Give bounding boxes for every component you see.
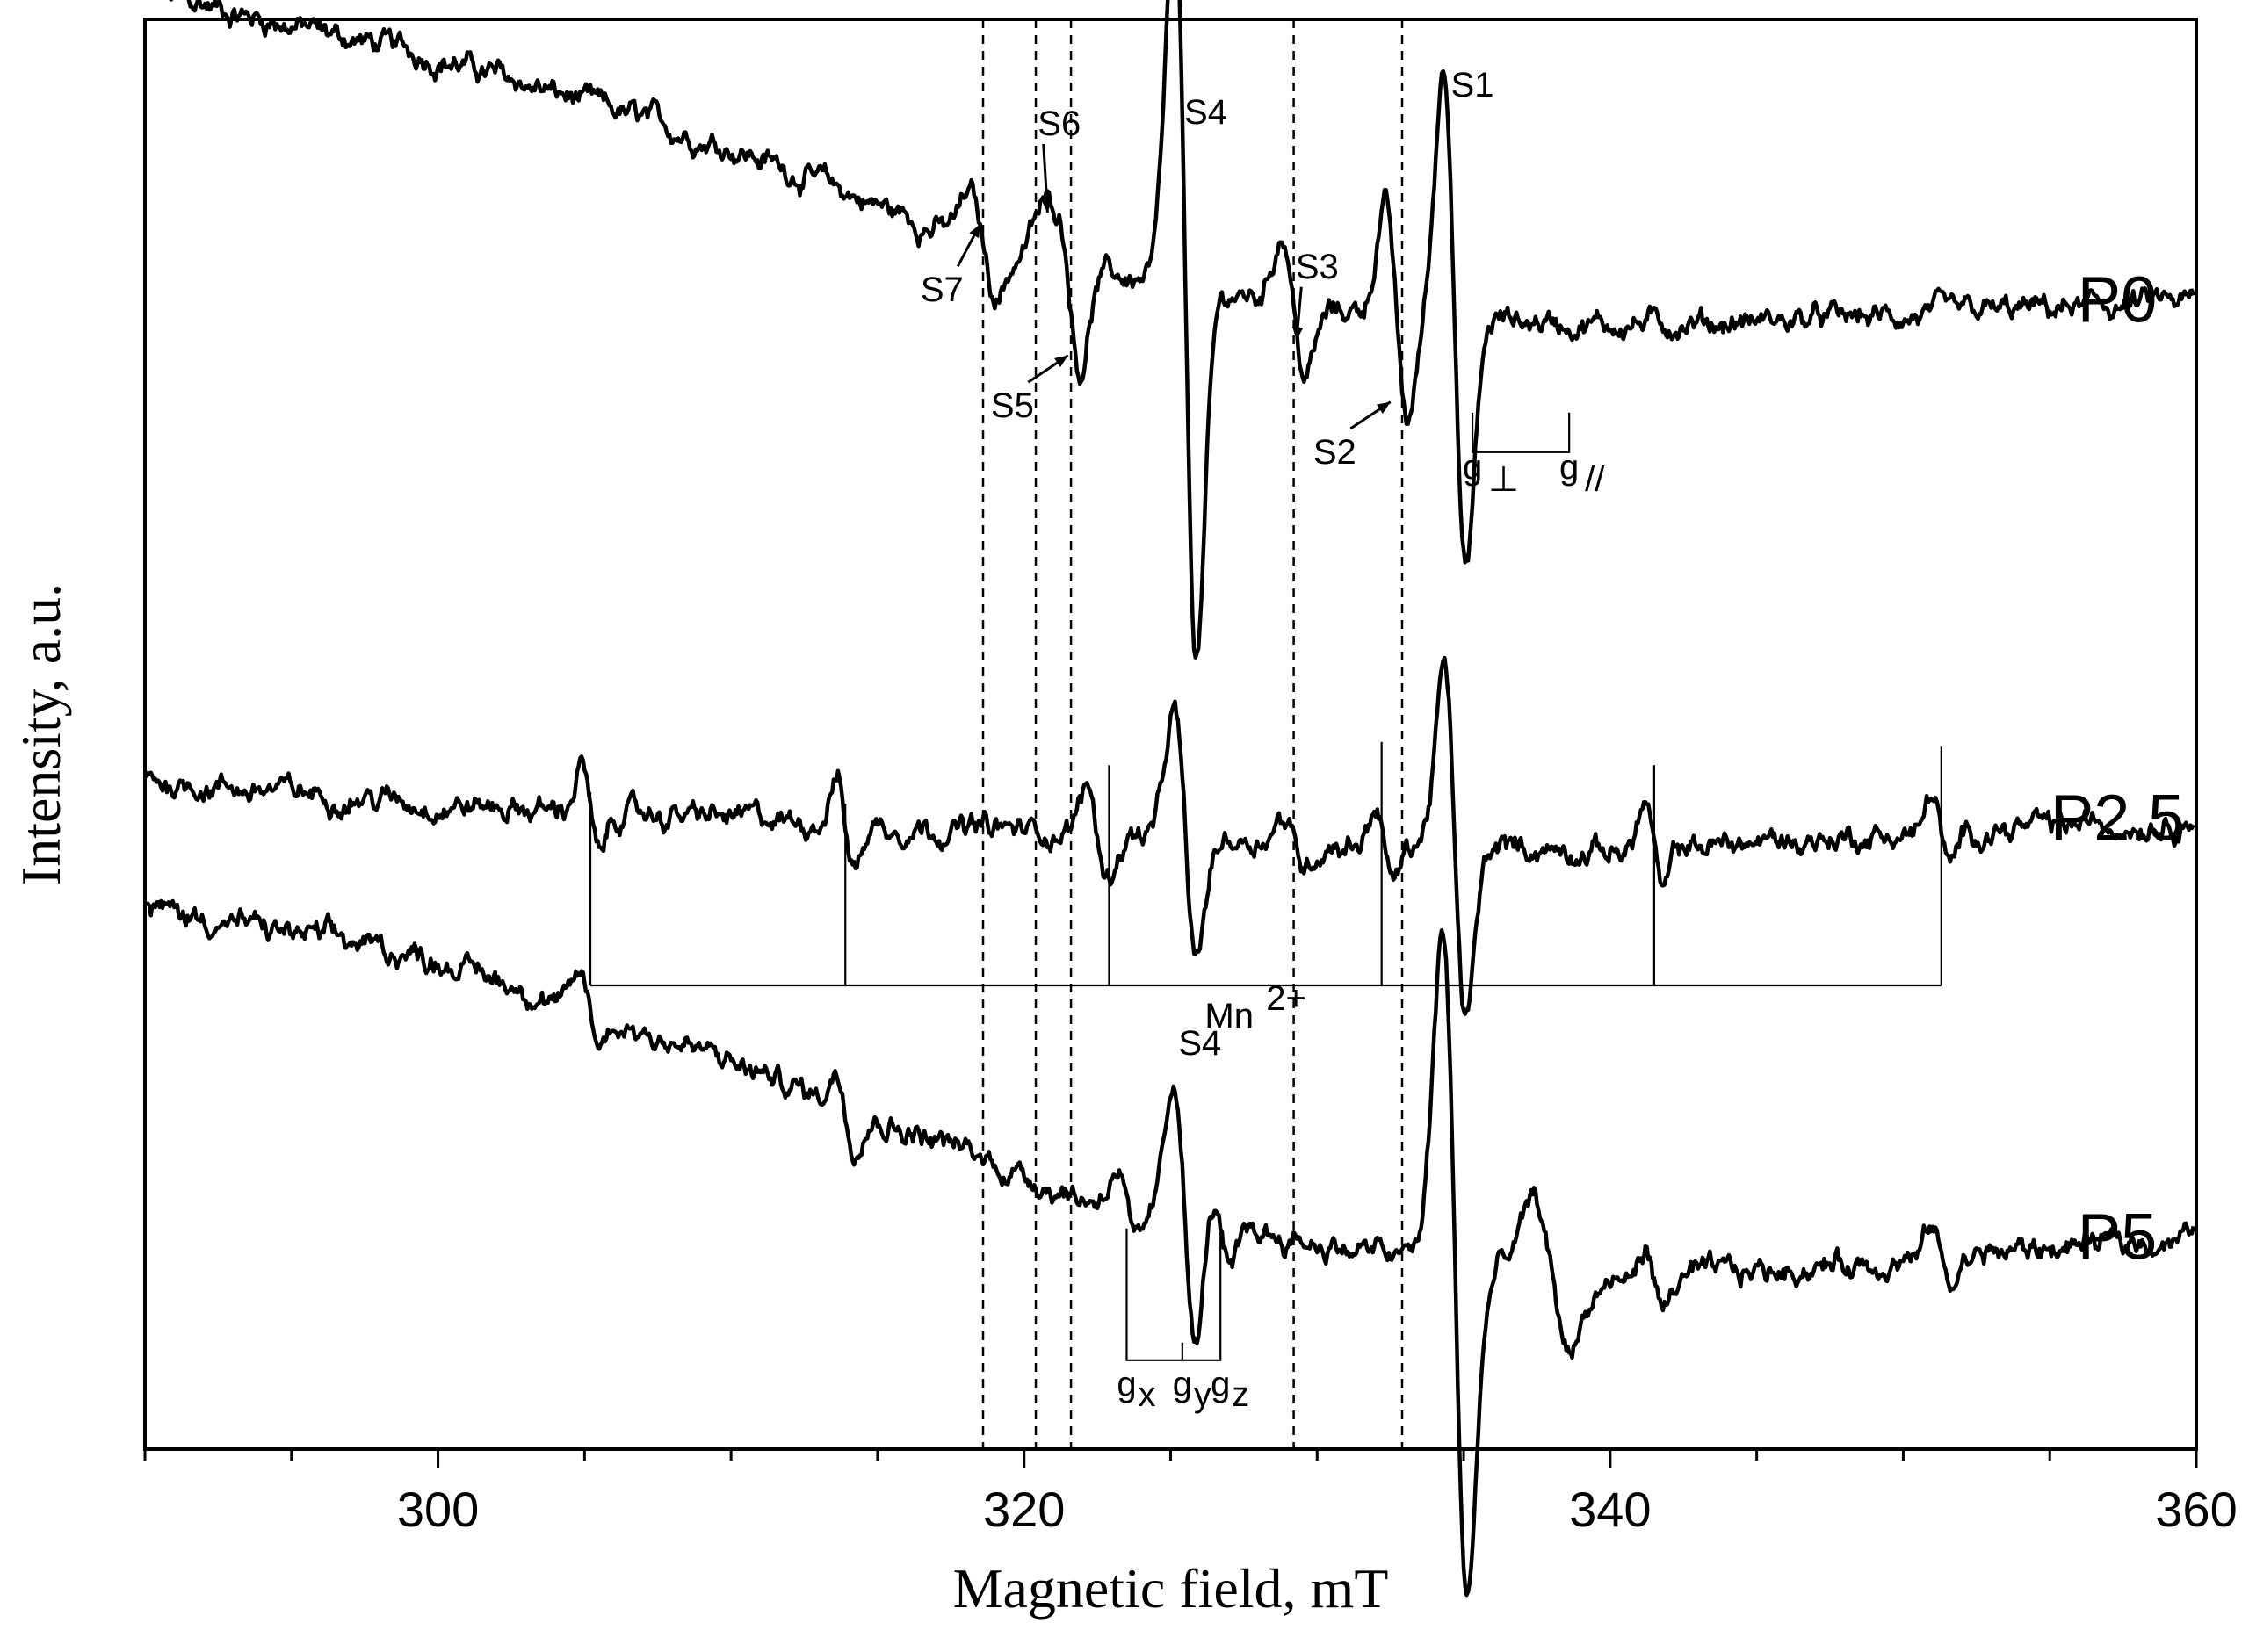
arrow-head (1041, 198, 1052, 213)
series-line-P5 (144, 898, 2195, 1598)
series-line-P0 (169, 0, 2195, 660)
x-axis: 300 320 340 360 (143, 18, 2238, 1537)
peak-label-s6: S6 (1038, 105, 1081, 143)
plot-frame (143, 18, 2198, 1451)
mn-label: Mn (1204, 997, 1254, 1035)
series-label-P0: P0 (2078, 263, 2158, 336)
peak-label-s2: S2 (1313, 433, 1356, 472)
peak-label-s3: S3 (1296, 248, 1339, 286)
series-label-P2-5: P2.5 (2050, 781, 2184, 854)
g-bracket-p0 (1471, 412, 1571, 453)
g-subscript: ⊥ (1488, 460, 1519, 499)
x-tick-label: 320 (983, 1482, 1065, 1537)
x-tick-label: 340 (1569, 1482, 1651, 1537)
mn-superscript: 2+ (1266, 979, 1306, 1018)
peak-label-s1: S1 (1451, 66, 1494, 105)
g-subscript: z (1232, 1375, 1249, 1414)
peak-label-s4: S4 (1184, 93, 1227, 132)
y-axis-label: Intensity, a.u. (10, 583, 72, 885)
peak-label-s4: S4 (1178, 1024, 1221, 1063)
x-axis-label: Magnetic field, mT (953, 1557, 1389, 1620)
x-tick-label: 360 (2155, 1482, 2237, 1537)
g-label: g (1173, 1365, 1192, 1403)
g-label: g (1559, 448, 1579, 487)
arrow-head (969, 224, 980, 239)
series-line-P2-5 (144, 655, 2195, 1016)
arrow-head (1292, 326, 1304, 341)
g-subscript: y (1194, 1375, 1211, 1414)
peak-label-s5: S5 (991, 386, 1034, 425)
g-bracket-p5 (1125, 1228, 1222, 1361)
arrow-head (1376, 401, 1391, 414)
peak-label-s7: S7 (921, 271, 964, 309)
g-label: g (1463, 448, 1482, 487)
arrow-head (1054, 355, 1068, 368)
g-label: g (1117, 1365, 1136, 1403)
mn-sextet-bracket (589, 741, 1942, 987)
series-label-P5: P5 (2078, 1200, 2158, 1273)
g-subscript: // (1585, 460, 1605, 499)
x-tick-label: 300 (397, 1482, 479, 1537)
g-subscript: x (1138, 1375, 1155, 1414)
g-label: g (1211, 1365, 1230, 1403)
